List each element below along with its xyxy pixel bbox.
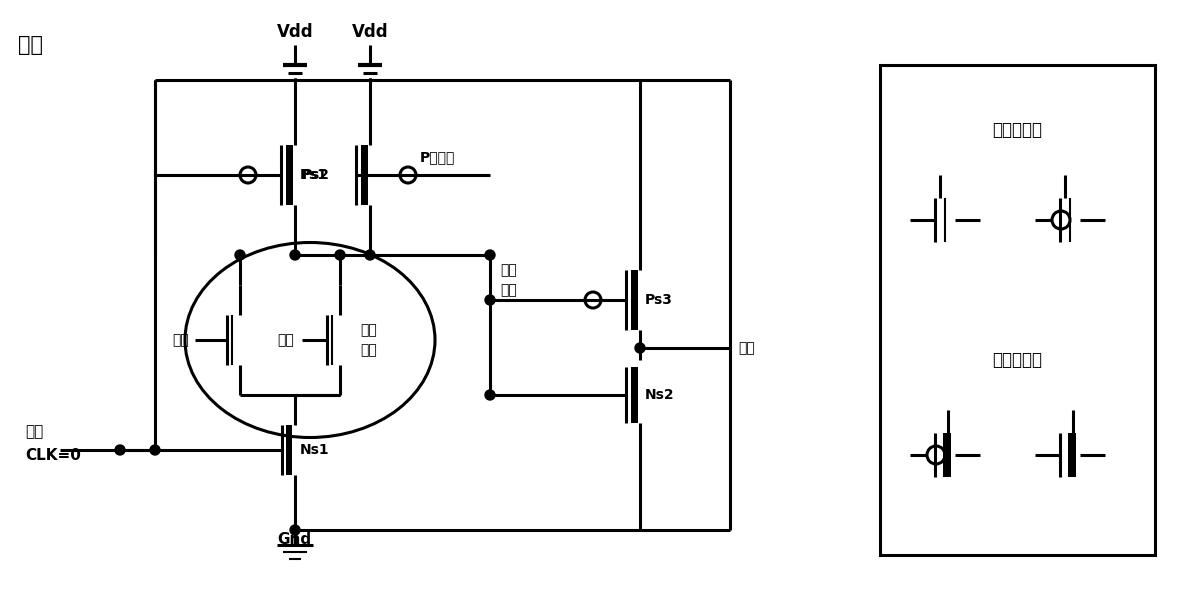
Text: Vdd: Vdd [352, 23, 389, 41]
Bar [286, 145, 293, 205]
Circle shape [289, 250, 300, 260]
Bar [361, 145, 368, 205]
Text: CLK=0: CLK=0 [25, 448, 81, 463]
Circle shape [486, 295, 495, 305]
Text: 室温: 室温 [18, 35, 43, 55]
Text: P保持管: P保持管 [420, 150, 456, 164]
Text: 时钟: 时钟 [25, 424, 43, 439]
Text: 结点: 结点 [500, 283, 517, 297]
Circle shape [289, 525, 300, 535]
Circle shape [335, 250, 344, 260]
Bar [1068, 433, 1076, 477]
Circle shape [150, 445, 160, 455]
Text: 低阈值器件: 低阈值器件 [991, 121, 1042, 139]
Circle shape [486, 390, 495, 400]
Circle shape [115, 445, 126, 455]
Circle shape [635, 343, 645, 353]
Text: Ps2: Ps2 [303, 168, 330, 182]
Text: 动态: 动态 [500, 263, 517, 277]
Circle shape [365, 250, 376, 260]
Text: Ps1: Ps1 [300, 168, 328, 182]
Text: 输出: 输出 [738, 341, 755, 355]
Circle shape [486, 250, 495, 260]
Text: 下拉: 下拉 [360, 323, 377, 337]
Text: 网络: 网络 [360, 343, 377, 357]
Bar [631, 270, 637, 330]
Text: Ps3: Ps3 [645, 293, 673, 307]
Text: 输入: 输入 [172, 333, 189, 347]
Bar [631, 367, 637, 423]
Text: Ns2: Ns2 [645, 388, 675, 402]
Bar [880, 65, 1155, 555]
Text: Ns1: Ns1 [300, 443, 330, 457]
Text: Vdd: Vdd [276, 23, 313, 41]
Bar [942, 433, 951, 477]
Text: 输入: 输入 [277, 333, 294, 347]
Bar [286, 425, 292, 475]
Text: 高阈值器件: 高阈值器件 [991, 351, 1042, 369]
Circle shape [234, 250, 245, 260]
Text: Gnd: Gnd [277, 532, 311, 548]
